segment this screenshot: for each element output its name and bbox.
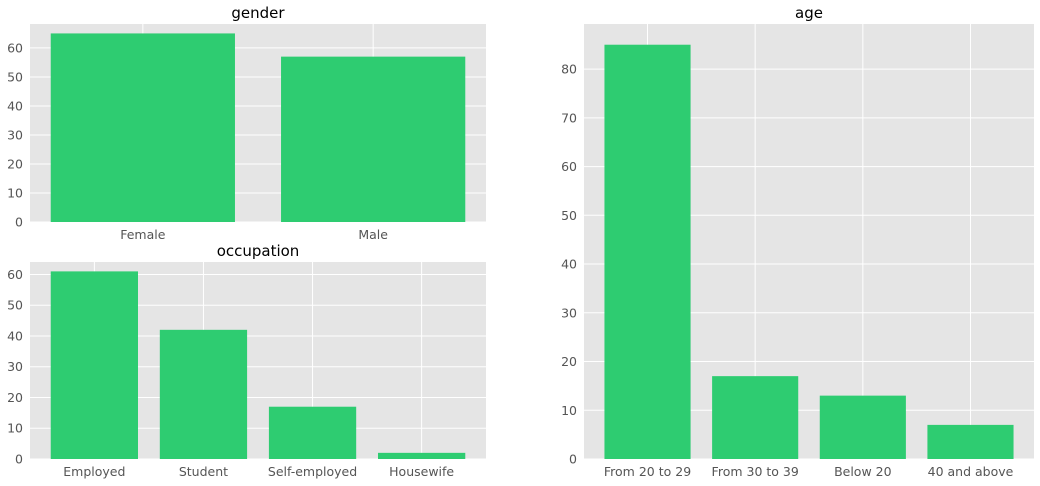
occupation-chart-title: occupation <box>217 242 300 260</box>
occupation-xtick-label: Self-employed <box>268 464 357 479</box>
occupation-ytick-label: 0 <box>15 452 23 467</box>
gender-ytick-label: 10 <box>7 185 23 200</box>
occupation-bar-housewife <box>378 452 466 459</box>
age-ytick-label: 20 <box>561 354 577 369</box>
occupation-xtick-label: Student <box>179 464 228 479</box>
occupation-xtick-label: Housewife <box>389 464 454 479</box>
age-ytick-label: 60 <box>561 159 577 174</box>
gender-chart: 0 10 20 30 40 50 60 Female Male gender <box>7 4 486 242</box>
occupation-bar-employed <box>50 271 138 459</box>
age-ytick-label: 80 <box>561 62 577 77</box>
age-xtick-label: From 30 to 39 <box>712 464 799 479</box>
age-bar-from-30-to-39 <box>712 376 799 459</box>
age-bar-below-20 <box>819 395 906 459</box>
occupation-chart: 0 10 20 30 40 50 60 Employed Student Self-employe… <box>7 242 486 479</box>
occupation-xtick-label: Employed <box>63 464 125 479</box>
gender-bar-female <box>50 33 235 222</box>
occupation-ytick-label: 10 <box>7 421 23 436</box>
occupation-ytick-label: 30 <box>7 359 23 374</box>
occupation-ytick-label: 60 <box>7 267 23 282</box>
gender-ytick-label: 60 <box>7 40 23 55</box>
gender-ytick-label: 50 <box>7 69 23 84</box>
age-ytick-label: 10 <box>561 403 577 418</box>
gender-ytick-label: 40 <box>7 98 23 113</box>
age-bar-from-20-to-29 <box>604 44 691 459</box>
occupation-ytick-label: 20 <box>7 390 23 405</box>
gender-ytick-label: 30 <box>7 127 23 142</box>
age-ytick-label: 70 <box>561 110 577 125</box>
gender-ytick-label: 0 <box>15 215 23 230</box>
age-bar-40-and-above <box>927 424 1014 459</box>
occupation-bar-self-employed <box>268 406 357 459</box>
gender-bar-male <box>281 56 466 223</box>
occupation-ytick-label: 50 <box>7 298 23 313</box>
age-xtick-label: 40 and above <box>928 464 1014 479</box>
age-xtick-label: Below 20 <box>834 464 892 479</box>
gender-ytick-label: 20 <box>7 156 23 171</box>
gender-xtick-label: Male <box>358 227 388 242</box>
occupation-ytick-label: 40 <box>7 328 23 343</box>
age-ytick-label: 50 <box>561 208 577 223</box>
occupation-bar-student <box>159 329 248 459</box>
age-xtick-label: From 20 to 29 <box>604 464 691 479</box>
age-chart-title: age <box>795 4 823 22</box>
age-ytick-label: 0 <box>569 452 577 467</box>
age-ytick-label: 30 <box>561 305 577 320</box>
age-ytick-label: 40 <box>561 257 577 272</box>
gender-chart-title: gender <box>231 4 285 22</box>
age-chart: 0 10 20 30 40 50 60 70 80 From 20 to 29 From 30 to… <box>561 4 1034 479</box>
gender-xtick-label: Female <box>120 227 166 242</box>
